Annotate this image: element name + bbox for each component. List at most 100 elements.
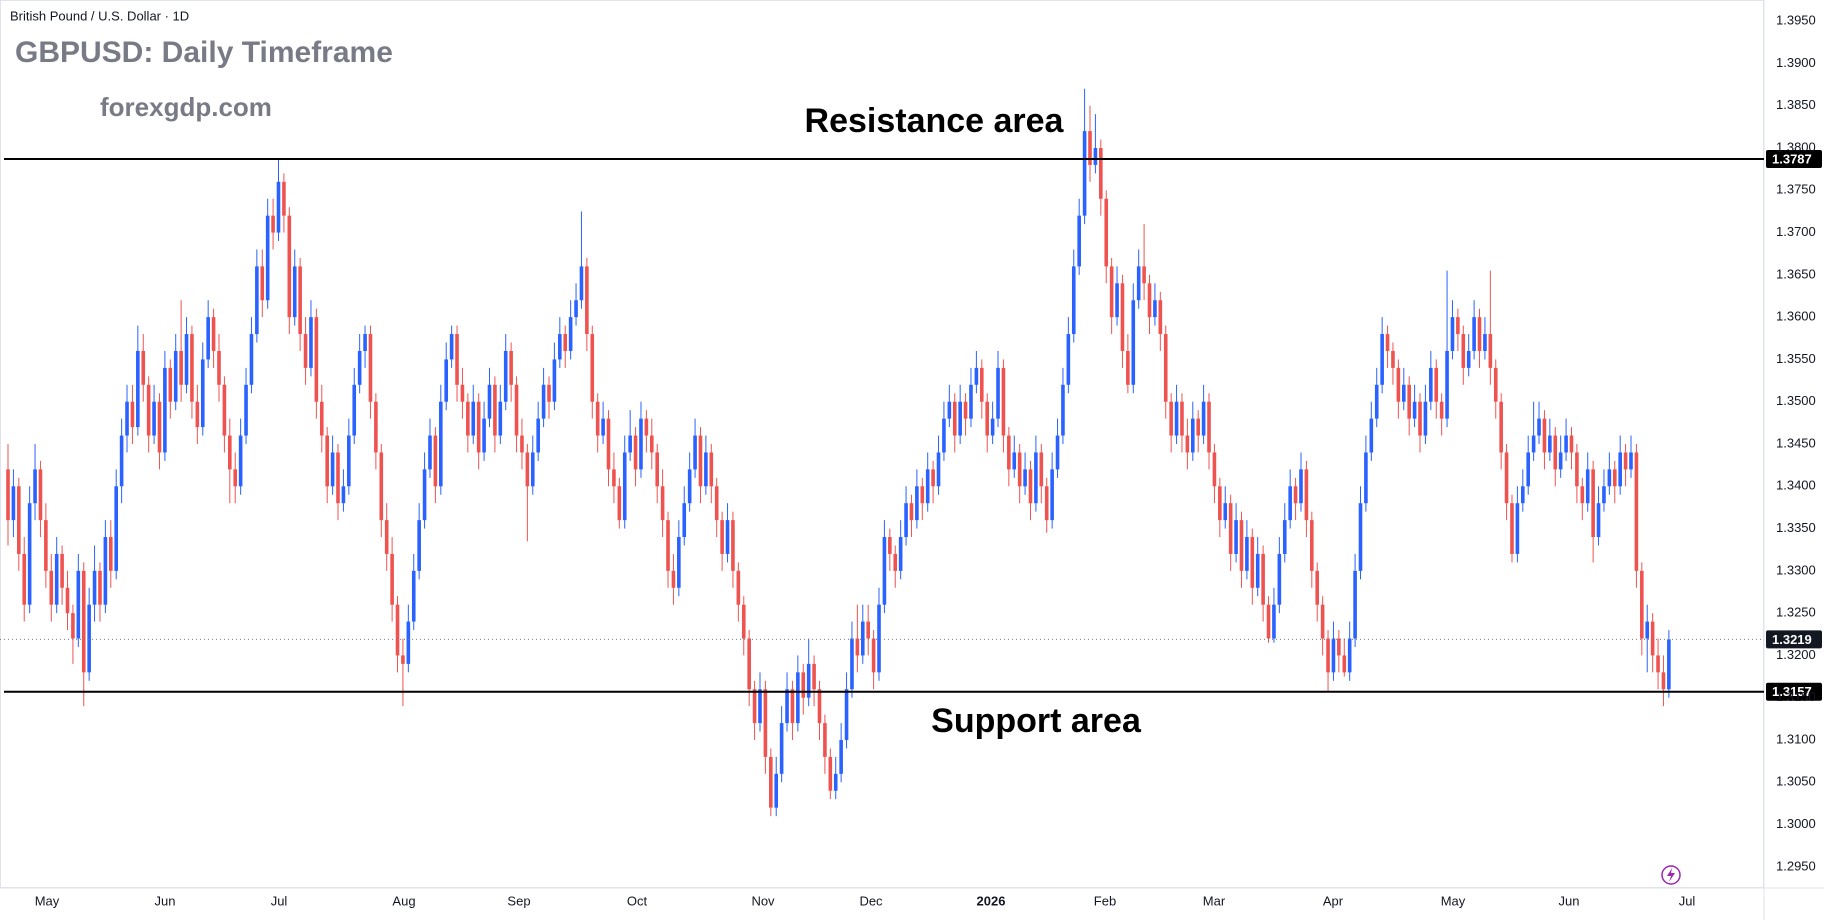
candle-body [417, 520, 421, 571]
candle-body [839, 740, 843, 774]
candle-body [1126, 350, 1130, 385]
level-label: 1.3787 [1772, 151, 1812, 166]
candle-body [44, 520, 48, 571]
candle-body [1650, 621, 1655, 656]
candle-body [1050, 469, 1054, 521]
x-tick-label: May [1441, 893, 1466, 908]
candle-body [282, 181, 286, 216]
candle-body [1061, 384, 1065, 436]
candle-body [395, 604, 400, 656]
y-tick-label: 1.3100 [1776, 731, 1816, 746]
y-tick-label: 1.3550 [1776, 351, 1816, 366]
candle-body [590, 334, 595, 402]
candle-body [1007, 435, 1011, 470]
candle-body [6, 469, 10, 521]
candle-body [763, 689, 768, 757]
candle-body [1396, 367, 1401, 402]
x-tick-label: Apr [1323, 893, 1344, 908]
candle-body [428, 435, 432, 470]
candle-body [1342, 655, 1347, 673]
candle-body [1131, 300, 1136, 385]
candle-body [828, 756, 833, 791]
y-tick-label: 1.3050 [1776, 774, 1816, 789]
candle-body [1553, 435, 1558, 470]
candle-body [606, 418, 611, 470]
y-tick-label: 1.3900 [1776, 55, 1816, 70]
candle-body [704, 452, 708, 487]
candle-body [265, 215, 270, 301]
candle-body [108, 537, 113, 571]
candle-body [1645, 621, 1650, 639]
alert-icon[interactable] [1661, 865, 1681, 885]
symbol-header: British Pound / U.S. Dollar · 1D [10, 8, 189, 23]
candle-body [200, 359, 205, 428]
candle-body [1607, 469, 1612, 487]
y-tick-label: 1.3850 [1776, 97, 1816, 112]
candle-body [271, 215, 275, 233]
chart-title: GBPUSD: Daily Timeframe [15, 36, 393, 69]
candle-body [87, 604, 91, 673]
candle-body [714, 486, 719, 521]
candle-body [1320, 604, 1325, 639]
candle-body [260, 266, 265, 301]
candle-body [217, 350, 221, 385]
alert-icon-bolt [1667, 868, 1675, 882]
candle-body [649, 435, 654, 453]
candle-body [1456, 317, 1460, 335]
candle-body [758, 689, 762, 724]
candle-body [1180, 401, 1184, 436]
candle-body [1385, 334, 1390, 351]
candle-body [1282, 520, 1287, 554]
candle-body [1277, 553, 1282, 605]
candle-body [422, 469, 427, 521]
candle-body [1347, 638, 1352, 673]
candle-body [1196, 418, 1200, 436]
x-tick-label: 2026 [977, 893, 1006, 908]
candle-body [190, 334, 194, 402]
candle-body [996, 367, 1000, 419]
candle-body [1028, 469, 1033, 504]
candle-body [1439, 401, 1444, 419]
candle-body [195, 401, 200, 428]
candle-body [1001, 367, 1006, 436]
candle-body [747, 638, 751, 690]
candle-body [163, 367, 167, 453]
y-tick-label: 1.3700 [1776, 224, 1816, 239]
candle-body [401, 655, 405, 664]
x-tick-label: Jun [155, 893, 176, 908]
candle-body [146, 384, 151, 436]
candle-body [1504, 452, 1509, 504]
candle-body [1488, 334, 1493, 368]
candle-body [1412, 401, 1417, 419]
candle-body [233, 469, 238, 487]
candle-body [1234, 520, 1238, 554]
candle-body [27, 503, 32, 605]
candle-body [136, 350, 140, 428]
candle-body [1142, 266, 1146, 284]
candle-body [622, 452, 627, 521]
candle-body [1310, 520, 1314, 571]
candle-body [1353, 570, 1357, 639]
candle-body [476, 401, 481, 453]
x-tick-label: Mar [1203, 893, 1226, 908]
candle-body [1364, 452, 1368, 504]
x-tick-label: Oct [627, 893, 648, 908]
candle-body [1515, 503, 1520, 554]
x-tick-label: Aug [392, 893, 415, 908]
candle-body [249, 334, 254, 385]
candle-body [1634, 452, 1639, 571]
candle-body [276, 181, 281, 233]
candle-body [1261, 553, 1265, 605]
candle-body [1293, 486, 1298, 504]
candle-body [612, 469, 616, 487]
candle-body [1044, 486, 1049, 521]
candle-body [357, 350, 362, 385]
candle-body [319, 401, 324, 436]
candle-body [1017, 452, 1022, 487]
candle-body [547, 384, 551, 402]
x-tick-label: Dec [859, 893, 883, 908]
y-tick-label: 1.2950 [1776, 858, 1816, 873]
candle-body [1169, 401, 1173, 436]
